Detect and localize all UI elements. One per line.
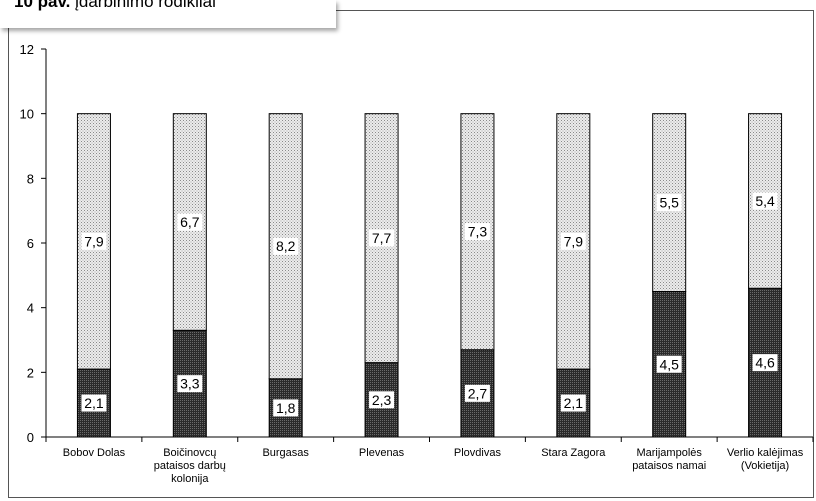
x-tick-label-line: Verlio kalėjimas: [727, 447, 804, 459]
x-tick-label-line: (Vokietija): [741, 460, 789, 472]
figure-caption: 10 pav. įdarbinimo rodikliai: [0, 0, 336, 28]
data-label-box: [560, 232, 586, 250]
y-tick-label: 2: [27, 365, 34, 380]
x-tick-label-line: Plovdivas: [454, 447, 502, 459]
data-label: 7,9: [564, 233, 584, 249]
x-tick-label-line: kolonija: [171, 473, 209, 485]
caption-number: 10 pav.: [14, 0, 71, 11]
data-label: 7,9: [84, 233, 104, 249]
data-label: 5,5: [659, 195, 679, 211]
x-tick-label: Stara Zagora: [541, 447, 606, 459]
data-label: 7,7: [372, 230, 392, 246]
data-label-box: [177, 213, 203, 231]
data-label: 6,7: [180, 214, 200, 230]
x-tick-label: Verlio kalėjimas (Vokietija): [727, 447, 804, 472]
data-label-box: [177, 375, 203, 393]
y-tick-label: 8: [27, 171, 34, 186]
y-tick-label: 6: [27, 236, 34, 251]
x-tick-label-line: pataisos namai: [632, 460, 706, 472]
data-label-box: [656, 194, 682, 212]
data-label-box: [560, 394, 586, 412]
data-label: 7,3: [468, 224, 488, 240]
data-label-box: [81, 394, 107, 412]
data-label-box: [464, 384, 490, 402]
data-label-box: [369, 229, 395, 247]
data-label-box: [273, 399, 299, 417]
data-label-box: [273, 237, 299, 255]
data-label: 2,1: [564, 395, 584, 411]
data-label-box: [656, 355, 682, 373]
x-tick-label: Marijampolės pataisos namai: [632, 447, 706, 472]
data-label: 4,5: [659, 356, 679, 372]
data-label-box: [369, 391, 395, 409]
x-tick-label-line: Bobov Dolas: [63, 447, 126, 459]
data-label: 1,8: [276, 400, 296, 416]
y-tick-label: 0: [27, 430, 34, 445]
data-label-box: [81, 232, 107, 250]
y-tick-label: 10: [20, 107, 34, 122]
x-tick-label-line: Marijampolės: [636, 447, 702, 459]
data-label-box: [464, 223, 490, 241]
data-label-box: [752, 192, 778, 210]
x-tick-label-line: Boičinovcų: [163, 447, 216, 459]
x-tick-label: Plovdivas: [454, 447, 502, 459]
data-label-box: [752, 354, 778, 372]
x-tick-label: Burgasas: [262, 447, 309, 459]
data-label: 5,4: [755, 193, 775, 209]
data-label: 2,7: [468, 385, 488, 401]
x-tick-label-line: Plevenas: [359, 447, 405, 459]
data-label: 2,3: [372, 392, 392, 408]
caption-text: įdarbinimo rodikliai: [75, 0, 216, 11]
x-tick-label: Boičinovcų pataisos darbų kolonija: [154, 447, 226, 485]
x-tick-label-line: pataisos darbų: [154, 460, 226, 472]
data-label: 3,3: [180, 376, 200, 392]
y-tick-label: 4: [27, 301, 34, 316]
y-tick-label: 12: [20, 42, 34, 57]
x-tick-label: Plevenas: [359, 447, 405, 459]
data-label: 4,6: [755, 355, 775, 371]
data-label: 2,1: [84, 395, 104, 411]
x-tick-label-line: Stara Zagora: [541, 447, 606, 459]
data-label: 8,2: [276, 238, 296, 254]
x-tick-label: Bobov Dolas: [63, 447, 126, 459]
x-tick-label-line: Burgasas: [262, 447, 309, 459]
